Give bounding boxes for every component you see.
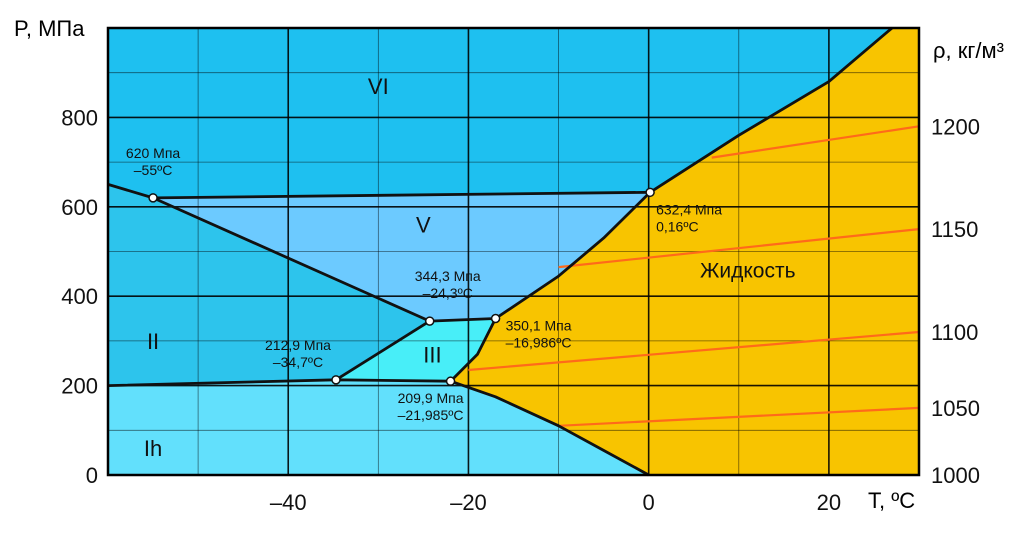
triple-point-label: –24,3ºС <box>423 285 473 301</box>
boundary-v-vi <box>153 190 651 200</box>
grid <box>108 28 919 475</box>
triple-point-label: 632,4 Мпа <box>656 201 722 217</box>
x-tick-label: 0 <box>643 490 655 515</box>
phase-boundaries <box>107 26 893 477</box>
triple-point-label: 212,9 Мпа <box>265 337 331 353</box>
triple-point <box>148 193 158 203</box>
x-tick-label: 20 <box>817 490 841 515</box>
triple-point <box>645 187 655 198</box>
triple-point-label: 0,16ºС <box>656 218 698 234</box>
y2-tick-label: 1100 <box>931 320 978 345</box>
region-label: III <box>423 342 441 367</box>
triple-point-label: 620 Мпа <box>126 145 180 161</box>
region-iii <box>336 318 496 382</box>
triple-point-label: 350,1 Мпа <box>506 318 572 334</box>
region-label: Ih <box>144 436 162 461</box>
y2-tick-label: 1050 <box>931 396 980 421</box>
triple-point <box>445 376 456 386</box>
triple-point <box>490 313 501 324</box>
y2-tick-label: 1150 <box>931 217 978 242</box>
region-label: V <box>416 213 431 238</box>
y2-axis-title: ρ, кг/м³ <box>933 38 1004 63</box>
isochore-1150 <box>558 228 920 269</box>
chart-labels: 0 200 400 600 800 –40 –20 0 20 1000 1050 1100 1150 12… <box>61 74 980 515</box>
boundary-iii-liquid <box>449 317 497 383</box>
y-tick-label: 800 <box>61 105 98 130</box>
triple-point <box>331 375 341 385</box>
y-tick-label: 200 <box>61 374 98 399</box>
triple-point-label: –21,985ºС <box>398 407 464 423</box>
region-vi <box>108 28 892 198</box>
boundary-iii-v <box>429 317 496 323</box>
triple-point-label: –55ºС <box>134 162 173 178</box>
boundary-ii-iii <box>335 319 431 381</box>
y-tick-label: 600 <box>61 195 98 220</box>
region-label: Жидкость <box>700 259 796 282</box>
region-ii <box>108 184 430 386</box>
isochore-1050 <box>558 406 920 427</box>
y-tick-label: 0 <box>86 463 98 488</box>
triple-point-label: –34,7ºС <box>273 354 323 370</box>
isochore-1100 <box>468 330 920 372</box>
boundary-ih-liquid <box>450 379 650 477</box>
plot-border <box>106 26 921 477</box>
triple-point-label: –16,986ºС <box>506 335 572 351</box>
y-tick-label: 400 <box>61 284 98 309</box>
x-axis-title: T, ºC <box>868 488 916 513</box>
y2-tick-label: 1200 <box>931 114 980 139</box>
phase-regions <box>108 28 919 475</box>
boundary-v-liquid <box>494 191 652 320</box>
region-label: VI <box>368 74 389 99</box>
plot-frame <box>106 26 921 477</box>
triple-point <box>424 316 435 326</box>
triple-point-label: 209,9 Мпа <box>398 390 464 406</box>
isochore-1200 <box>711 125 920 159</box>
x-tick-label: –40 <box>270 490 307 515</box>
y-axis-title: P, МПа <box>14 16 85 41</box>
boundary-vi-liquid <box>649 26 893 194</box>
isochore-lines <box>468 125 920 427</box>
x-tick-label: –20 <box>450 490 487 515</box>
region-label: II <box>147 329 159 354</box>
triple-point-label: 344,3 Мпа <box>415 268 481 284</box>
triple-points <box>148 187 655 386</box>
y2-tick-label: 1000 <box>931 463 980 488</box>
region-v <box>153 192 651 322</box>
